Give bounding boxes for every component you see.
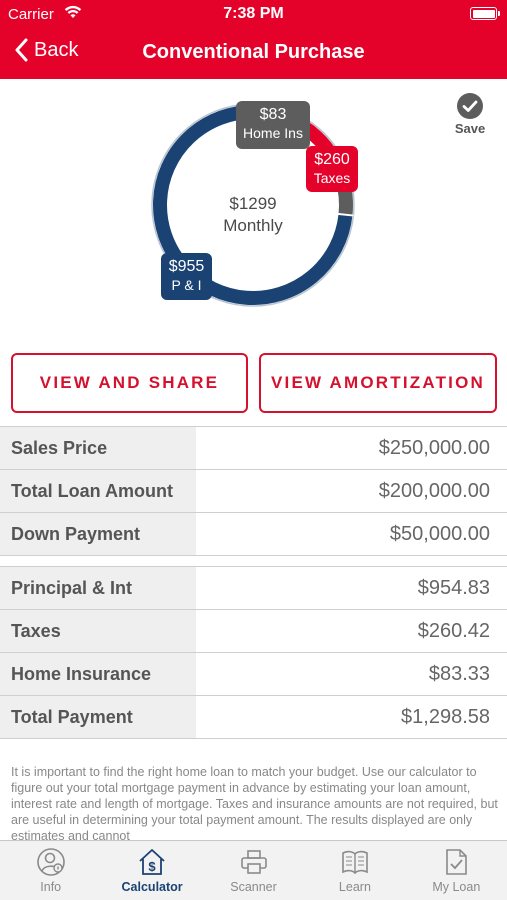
row-label: Home Insurance <box>0 653 196 695</box>
save-button[interactable]: Save <box>450 93 490 136</box>
table-row: Taxes $260.42 <box>0 610 507 653</box>
bubble-pi-label: P & I <box>171 277 202 293</box>
row-value: $1,298.58 <box>401 706 490 728</box>
bubble-home-ins-value: $83 <box>259 106 287 123</box>
carrier-label: Carrier <box>8 6 54 23</box>
table-row: Principal & Int $954.83 <box>0 567 507 610</box>
table-row: Sales Price $250,000.00 <box>0 427 507 470</box>
battery-icon <box>470 7 500 20</box>
bubble-home-ins-label: Home Ins <box>243 125 303 141</box>
row-label: Principal & Int <box>0 567 196 609</box>
view-and-share-button[interactable]: VIEW AND SHARE <box>11 353 248 413</box>
row-label: Taxes <box>0 610 196 652</box>
disclaimer-text: It is important to find the right home l… <box>11 765 498 840</box>
tab-scanner[interactable]: Scanner <box>203 841 304 900</box>
row-value: $260.42 <box>417 620 490 642</box>
table-row: Down Payment $50,000.00 <box>0 513 507 556</box>
save-label: Save <box>454 121 486 136</box>
tab-info-label: Info <box>40 880 62 894</box>
table-row: Total Payment $1,298.58 <box>0 696 507 739</box>
status-time: 7:38 PM <box>223 5 284 22</box>
bubble-taxes-label: Taxes <box>313 170 351 186</box>
bubble-home-ins: $83 Home Ins <box>236 101 310 149</box>
row-value: $200,000.00 <box>378 480 490 502</box>
tab-info[interactable]: Info <box>0 841 101 900</box>
payment-chart: $1299 Monthly $83 Home Ins $260 Taxes $9… <box>0 79 507 343</box>
tab-calculator[interactable]: $ Calculator <box>101 841 202 900</box>
row-label: Total Payment <box>0 696 196 738</box>
row-value: $954.83 <box>417 577 490 599</box>
bubble-taxes: $260 Taxes <box>306 146 358 192</box>
table-row: Total Loan Amount $200,000.00 <box>0 470 507 513</box>
tab-learn-label: Learn <box>338 880 371 894</box>
tab-calculator-label: Calculator <box>121 880 183 894</box>
back-button[interactable]: Back <box>14 38 78 62</box>
bubble-pi: $955 P & I <box>161 253 212 300</box>
tab-learn[interactable]: Learn <box>304 841 405 900</box>
payment-breakdown-table: Principal & Int $954.83 Taxes $260.42 Ho… <box>0 566 507 739</box>
loan-summary-table: Sales Price $250,000.00 Total Loan Amoun… <box>0 426 507 556</box>
row-value: $83.33 <box>428 663 490 685</box>
bubble-taxes-value: $260 <box>314 151 350 168</box>
bubble-pi-value: $955 <box>168 258 205 275</box>
row-value: $250,000.00 <box>378 437 490 459</box>
row-label: Total Loan Amount <box>0 470 196 512</box>
tab-scanner-label: Scanner <box>230 880 277 894</box>
printer-icon <box>240 850 267 874</box>
chart-total-caption: Monthly <box>223 216 283 235</box>
tab-bar: Info $ Calculator Scanner Learn My Lo <box>0 840 507 900</box>
checkmark-circle-icon <box>457 93 483 119</box>
status-bar: Carrier 7:38 PM <box>0 0 507 28</box>
house-dollar-icon: $ <box>139 849 165 875</box>
back-label: Back <box>34 38 79 61</box>
chart-total: $1299 <box>229 194 277 213</box>
row-label: Sales Price <box>0 427 196 469</box>
tab-my-loan-label: My Loan <box>432 880 481 894</box>
top-bar: Carrier 7:38 PM Back Conventional Purcha… <box>0 0 507 79</box>
chevron-left-icon <box>15 38 28 62</box>
row-label: Down Payment <box>0 513 196 555</box>
person-info-icon <box>36 848 65 876</box>
slice-separator <box>337 212 354 217</box>
row-value: $50,000.00 <box>389 523 490 545</box>
wifi-icon <box>64 5 82 23</box>
book-icon <box>342 850 368 875</box>
page-title: Conventional Purchase <box>142 41 365 63</box>
nav-bar: Back Conventional Purchase <box>0 28 507 79</box>
tab-my-loan[interactable]: My Loan <box>406 841 507 900</box>
svg-text:$: $ <box>148 859 156 874</box>
view-amortization-button[interactable]: VIEW AMORTIZATION <box>259 353 497 413</box>
table-row: Home Insurance $83.33 <box>0 653 507 696</box>
document-check-icon <box>446 849 468 875</box>
